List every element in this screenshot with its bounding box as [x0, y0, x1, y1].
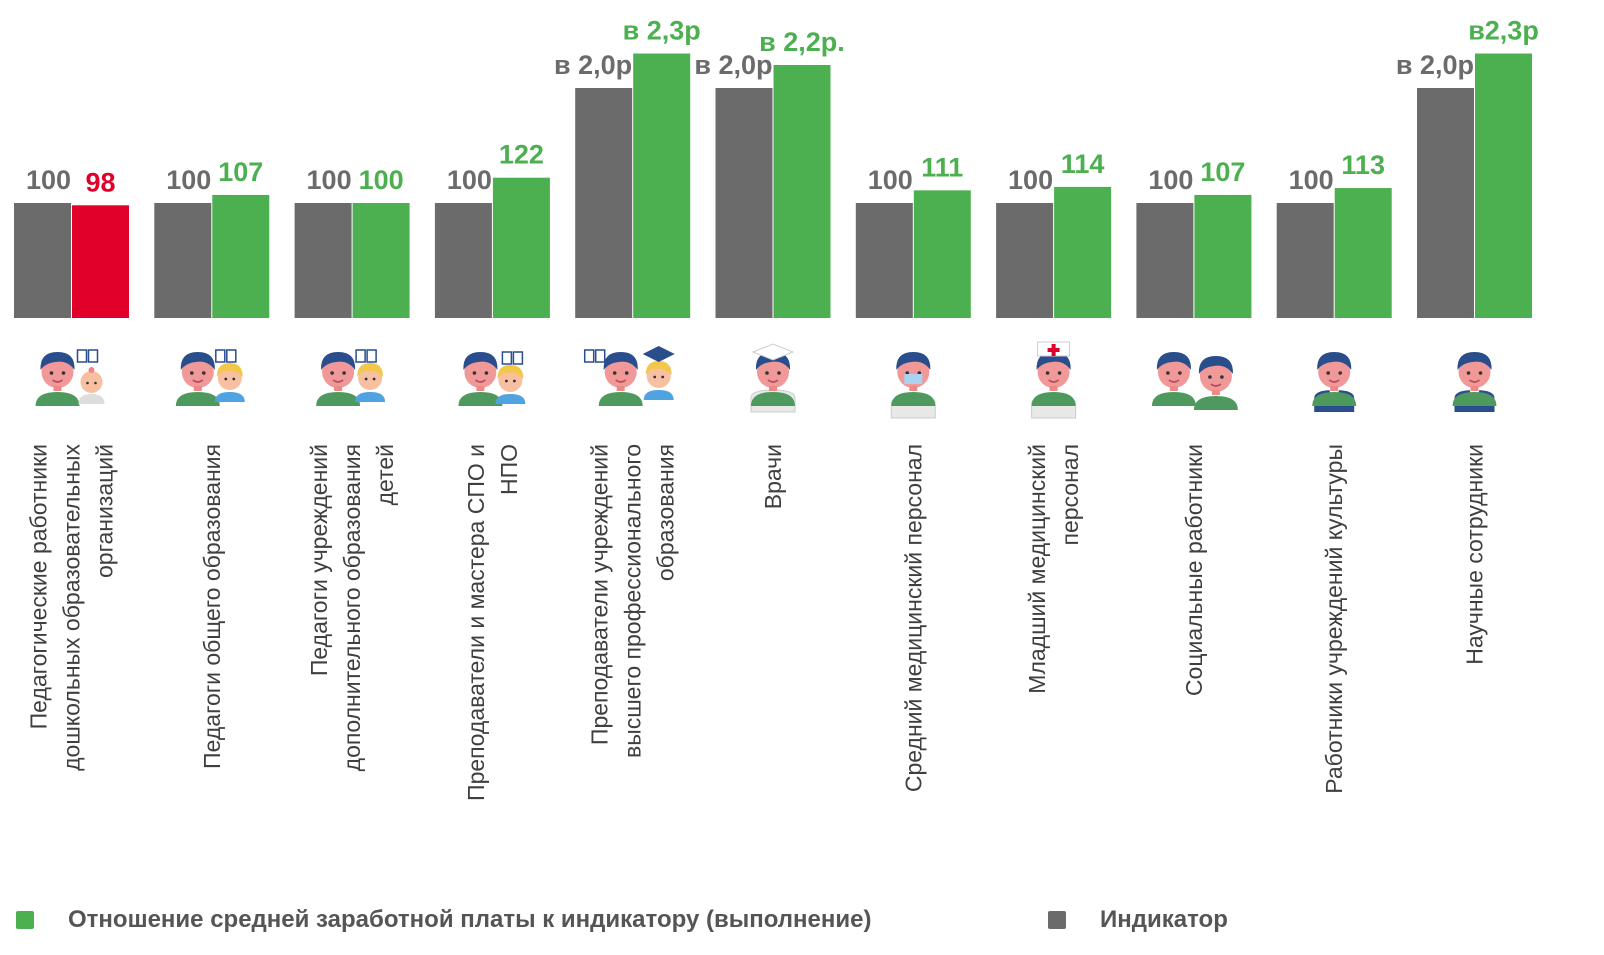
- legend-swatch-ratio: [16, 911, 34, 929]
- bar-indicator-2: [294, 203, 352, 318]
- value-label-ratio-3: 122: [499, 140, 544, 170]
- legend-label-ratio: Отношение средней заработной платы к инд…: [68, 906, 872, 933]
- category-label-4: Преподаватели учреждений высшего професси…: [587, 444, 679, 758]
- teacher-with-tools-icon: [457, 351, 526, 407]
- category-label-5: Врачи: [760, 444, 786, 509]
- bar-indicator-7: [996, 203, 1054, 318]
- junior-nurse-icon: [1030, 341, 1077, 419]
- category-label-2: Педагоги учреждений дополнительного образ…: [306, 444, 398, 771]
- bar-ratio-4: [633, 53, 691, 318]
- value-label-ratio-2: 100: [359, 165, 404, 195]
- bar-indicator-3: [434, 203, 492, 318]
- bar-ratio-5: [773, 65, 831, 318]
- value-label-ratio-5: в 2,2р.: [759, 27, 845, 57]
- value-label-ratio-10: в2,3р: [1468, 16, 1539, 46]
- bar-indicator-8: [1136, 203, 1194, 318]
- legend-swatch-indicator: [1048, 911, 1066, 929]
- legend-label-indicator: Индикатор: [1100, 906, 1228, 933]
- icons-layer: [34, 341, 1498, 419]
- bar-indicator-5: [715, 88, 773, 318]
- value-label-indicator-9: 100: [1289, 165, 1334, 195]
- teacher-with-baby-icon: [34, 349, 105, 407]
- bar-ratio-10: [1475, 53, 1532, 318]
- value-label-indicator-2: 100: [307, 165, 352, 195]
- culture-worker-icon: [1311, 351, 1357, 412]
- bar-indicator-1: [154, 203, 212, 318]
- value-label-indicator-5: в 2,0р: [694, 50, 772, 80]
- bar-ratio-7: [1054, 186, 1112, 318]
- legend-item-indicator: Индикатор: [1048, 906, 1228, 934]
- value-label-indicator-10: в 2,0р: [1396, 50, 1474, 80]
- social-worker-with-elder-icon: [1151, 351, 1239, 411]
- value-label-ratio-1: 107: [218, 157, 263, 187]
- bar-ratio-6: [913, 190, 971, 318]
- value-label-indicator-0: 100: [26, 165, 71, 195]
- bars-layer: [14, 53, 1532, 318]
- value-label-indicator-3: 100: [447, 165, 492, 195]
- bar-indicator-4: [575, 88, 633, 318]
- value-label-ratio-8: 107: [1200, 157, 1245, 187]
- value-label-ratio-4: в 2,3р: [623, 16, 701, 46]
- bar-ratio-3: [492, 177, 550, 318]
- bar-ratio-2: [352, 203, 410, 318]
- bar-ratio-1: [212, 194, 270, 318]
- category-label-7: Младший медицинский персонал: [1024, 444, 1083, 694]
- category-label-9: Работники учреждений культуры: [1321, 444, 1347, 794]
- value-label-ratio-0: 98: [85, 167, 115, 197]
- value-label-indicator-8: 100: [1148, 165, 1193, 195]
- value-label-ratio-9: 113: [1341, 150, 1385, 180]
- category-label-3: Преподаватели и мастера СПО и НПО: [463, 444, 522, 801]
- bar-indicator-10: [1417, 88, 1474, 318]
- teacher-with-child-icon: [315, 349, 386, 407]
- value-label-ratio-6: 111: [921, 152, 963, 182]
- professor-with-graduate-icon: [583, 346, 675, 407]
- doctor-icon: [750, 343, 796, 413]
- category-label-1: Педагоги общего образования: [199, 444, 225, 769]
- bar-indicator-9: [1276, 203, 1334, 318]
- value-label-indicator-4: в 2,0р: [554, 50, 632, 80]
- value-label-indicator-1: 100: [166, 165, 211, 195]
- value-label-indicator-6: 100: [868, 165, 913, 195]
- bar-ratio-0: [72, 205, 129, 318]
- value-label-indicator-7: 100: [1008, 165, 1053, 195]
- bar-ratio-9: [1334, 188, 1392, 318]
- category-labels-layer: Педагогические работники дошкольных образ…: [26, 444, 1488, 801]
- category-label-0: Педагогические работники дошкольных образ…: [26, 444, 118, 771]
- bar-indicator-6: [855, 203, 913, 318]
- nurse-with-mask-icon: [890, 351, 937, 419]
- category-label-10: Научные сотрудники: [1462, 444, 1488, 665]
- value-label-ratio-7: 114: [1061, 149, 1105, 179]
- bar-indicator-0: [14, 203, 71, 318]
- teacher-with-child-icon: [175, 349, 245, 407]
- scientist-icon: [1451, 351, 1498, 412]
- bar-ratio-8: [1194, 194, 1252, 318]
- legend-item-ratio: Отношение средней заработной платы к инд…: [16, 906, 871, 934]
- category-label-6: Средний медицинский персонал: [900, 444, 926, 792]
- category-label-8: Социальные работники: [1181, 444, 1207, 696]
